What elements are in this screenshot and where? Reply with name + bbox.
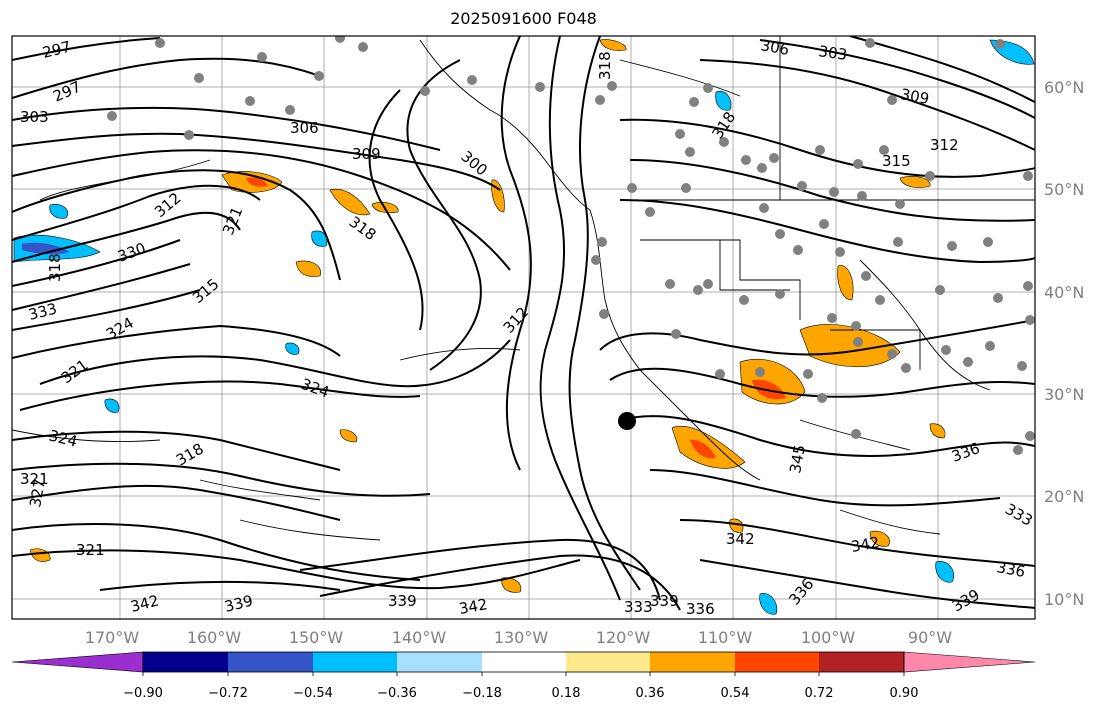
contour-label: 321 [76, 541, 105, 559]
colorbar: −0.90 −0.72 −0.54 −0.36 −0.18 0.18 0.36 … [11, 651, 1036, 701]
colorbar-tick-label: 0.72 [805, 686, 834, 701]
colorbar-extend-left [11, 651, 144, 673]
shaded-fields [13, 39, 1035, 615]
lon-label: 100°W [801, 628, 856, 647]
colorbar-tick-label: 0.54 [721, 686, 750, 701]
colorbar-segment [819, 652, 904, 672]
contour-label: 336 [995, 558, 1026, 581]
colorbar-segment [482, 652, 566, 672]
lon-label: 90°W [908, 628, 952, 647]
lat-label: 10°N [1044, 590, 1084, 609]
contour-label: 333 [624, 598, 653, 616]
colorbar-tick-label: −0.18 [462, 686, 502, 701]
contour-label: 309 [899, 85, 930, 108]
contour-label: 315 [882, 152, 911, 170]
contour-label: 342 [726, 530, 755, 548]
contour-label: 303 [20, 108, 49, 126]
contour-label: 318 [46, 253, 64, 282]
graticule [12, 36, 1035, 619]
map-frame [11, 35, 1036, 620]
colorbar-segment [566, 652, 650, 672]
colorbar-segment [143, 652, 228, 672]
lat-label: 20°N [1044, 487, 1084, 506]
colorbar-segment [313, 652, 397, 672]
contour-labels: 297 297 303 306 309 300 306 303 309 312 … [20, 36, 1035, 618]
latitude-labels: 60°N 50°N 40°N 30°N 20°N 10°N [1044, 78, 1084, 609]
lat-label: 40°N [1044, 283, 1084, 302]
lon-label: 110°W [698, 628, 753, 647]
colorbar-tick-label: −0.36 [377, 686, 417, 701]
lon-label: 170°W [85, 628, 140, 647]
colorbar-segment [228, 652, 313, 672]
colorbar-extend-right [903, 651, 1036, 673]
colorbar-segment [397, 652, 482, 672]
colorbar-tick-label: −0.90 [123, 686, 163, 701]
contour-lines [12, 36, 1035, 611]
colorbar-tick-label: −0.54 [293, 686, 333, 701]
colorbar-tick-label: 0.90 [890, 686, 919, 701]
contour-label: 303 [817, 42, 848, 64]
lat-label: 30°N [1044, 385, 1084, 404]
station-dots [107, 36, 1035, 455]
contour-label: 336 [686, 600, 715, 618]
colorbar-segment [650, 652, 735, 672]
longitude-labels: 170°W 160°W 150°W 140°W 130°W 120°W 110°… [85, 628, 952, 647]
contour-label: 342 [850, 533, 881, 556]
map-title: 2025091600 F048 [450, 9, 597, 28]
colorbar-tick-label: 0.18 [552, 686, 581, 701]
lon-label: 120°W [596, 628, 651, 647]
contour-label: 339 [650, 592, 679, 610]
lon-label: 160°W [187, 628, 242, 647]
contour-label: 339 [388, 592, 417, 610]
colorbar-tick-label: −0.72 [208, 686, 248, 701]
contour-label: 306 [290, 119, 319, 137]
contour-label: 321 [20, 470, 49, 488]
location-marker[interactable] [618, 412, 636, 430]
contour-label: 318 [596, 51, 614, 80]
contour-label: 342 [458, 595, 489, 618]
lat-label: 50°N [1044, 180, 1084, 199]
lat-label: 60°N [1044, 78, 1084, 97]
lon-label: 140°W [392, 628, 447, 647]
lon-label: 130°W [494, 628, 549, 647]
contour-label: 327 [26, 477, 49, 508]
contour-label: 345 [786, 443, 809, 474]
colorbar-tick-label: 0.36 [636, 686, 665, 701]
colorbar-segment [735, 652, 819, 672]
contour-label: 306 [759, 36, 790, 59]
contour-label: 309 [352, 145, 381, 163]
contour-label: 312 [930, 136, 959, 154]
map-area[interactable] [12, 36, 1035, 619]
lon-label: 150°W [289, 628, 344, 647]
